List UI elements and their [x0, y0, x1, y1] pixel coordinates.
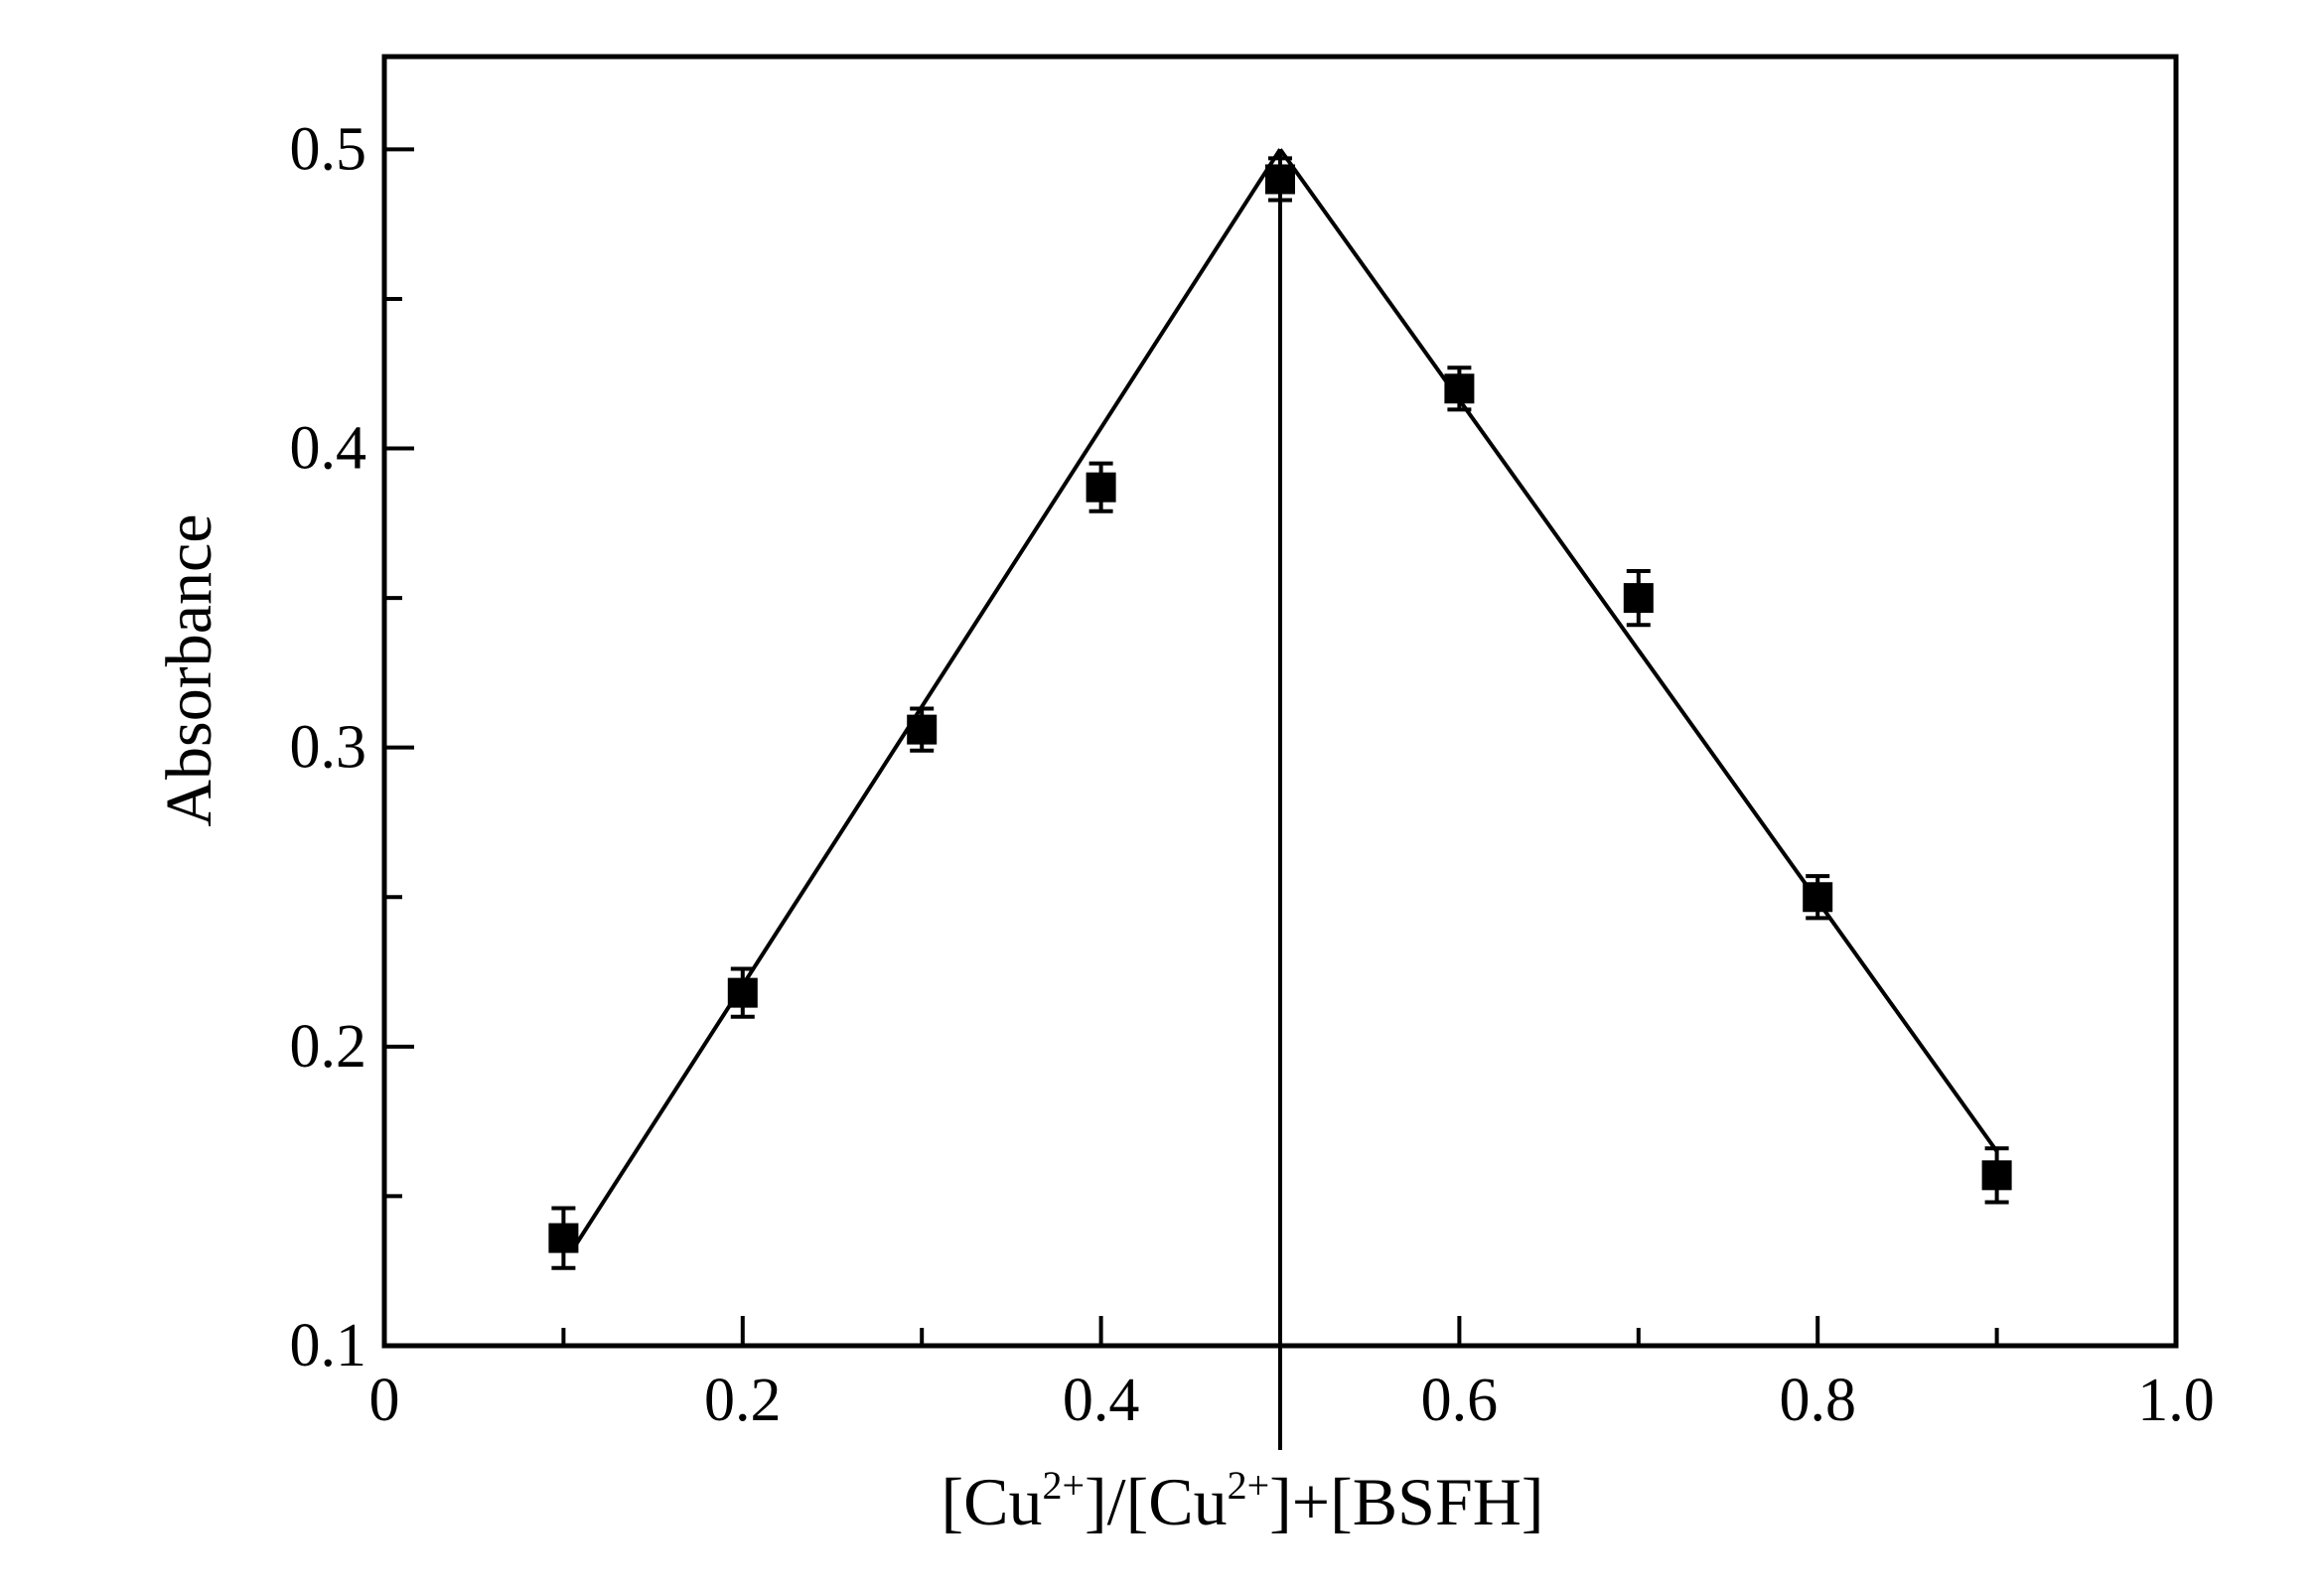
y-axis-label: Absorbance — [153, 513, 225, 826]
point — [907, 714, 938, 745]
label-part: [Cu — [941, 1464, 1042, 1539]
point — [548, 1223, 579, 1253]
superscript: 2+ — [1228, 1463, 1270, 1508]
label-part: ]+[BSFH] — [1269, 1464, 1543, 1539]
x-tick-label: 0.6 — [1421, 1367, 1499, 1434]
point — [1803, 882, 1833, 913]
y-tick-label: 0.3 — [290, 714, 367, 782]
x-tick-label: 0.4 — [1063, 1367, 1140, 1434]
x-tick-label: 0.8 — [1779, 1367, 1856, 1434]
y-tick-label: 0.5 — [290, 115, 367, 183]
point — [1444, 373, 1475, 404]
point — [1623, 583, 1654, 614]
x-axis-label: [Cu2+]/[Cu2+]+[BSFH] — [941, 1463, 1543, 1539]
x-tick-label: 0.2 — [704, 1367, 782, 1434]
point — [1981, 1160, 2012, 1191]
fit-line — [570, 148, 1282, 1251]
fit-line — [1278, 148, 1999, 1153]
label-part: ]/[Cu — [1085, 1464, 1228, 1539]
y-tick-label: 0.1 — [290, 1312, 367, 1379]
x-tick-label: 1.0 — [2137, 1367, 2215, 1434]
y-tick-label: 0.4 — [290, 415, 367, 483]
x-tick-label: 0 — [369, 1367, 400, 1434]
point — [1086, 472, 1116, 503]
point — [1265, 164, 1295, 195]
point — [727, 977, 758, 1008]
y-tick-label: 0.2 — [290, 1013, 367, 1081]
superscript: 2+ — [1042, 1463, 1085, 1508]
